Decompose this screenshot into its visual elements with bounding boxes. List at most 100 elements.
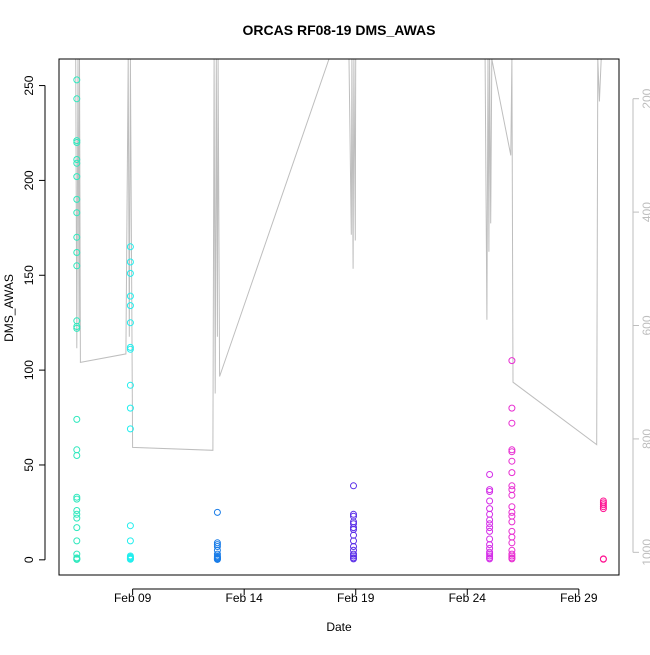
data-point-f0-20 (73, 507, 81, 514)
data-point-f5-15 (508, 533, 516, 541)
data-point-f5-14 (508, 527, 516, 535)
data-point-f0-2 (73, 137, 81, 145)
data-point-f1-1 (126, 258, 134, 266)
data-point-f2-3 (213, 543, 221, 550)
x-tick-label-2: Feb 19 (337, 591, 375, 605)
data-point-f5-19 (508, 552, 516, 560)
data-point-f4-15 (486, 552, 494, 560)
y2-tick-label-0: 200 (640, 88, 650, 108)
data-point-f5-9 (508, 491, 516, 499)
y-tick-label-3: 150 (22, 265, 36, 285)
data-point-f4-0 (486, 471, 494, 478)
y-tick-label-2: 100 (22, 360, 36, 380)
data-point-f1-3 (126, 292, 134, 300)
data-point-f5-4 (508, 448, 516, 456)
data-point-f5-2 (508, 419, 516, 427)
data-point-f4-2 (486, 488, 494, 495)
data-point-f4-17 (486, 555, 494, 563)
y-tick-label-4: 200 (22, 170, 36, 190)
data-point-f5-3 (508, 446, 516, 454)
data-point-f5-12 (508, 512, 516, 520)
data-point-f4-11 (486, 541, 494, 549)
data-point-f5-6 (508, 469, 516, 477)
data-point-f0-19 (73, 495, 81, 503)
data-point-f3-14 (350, 555, 357, 563)
data-point-f4-4 (486, 505, 494, 513)
data-point-f1-7 (126, 345, 134, 353)
data-point-f3-11 (350, 550, 357, 558)
data-point-f4-14 (486, 550, 494, 558)
data-point-f5-8 (508, 486, 516, 494)
x-tick-label-4: Feb 29 (560, 591, 598, 605)
data-point-f4-5 (486, 510, 494, 518)
axes-layer: Feb 09 Feb 14 Feb 19 Feb 24 Feb 29 0 50 100 150 2… (22, 58, 650, 605)
y-axis-label: DMS_AWAS (2, 274, 16, 342)
data-point-f0-24 (73, 537, 81, 545)
data-point-f6-6 (599, 555, 607, 563)
data-point-f5-16 (508, 539, 516, 547)
x-tick-label-3: Feb 24 (449, 591, 487, 605)
data-point-f1-2 (126, 269, 134, 277)
data-point-f6-3 (599, 503, 607, 511)
data-point-f0-14 (73, 324, 81, 332)
data-point-f0-18 (73, 493, 81, 501)
y2-tick-label-2: 600 (640, 315, 650, 335)
data-point-f0-13 (73, 323, 81, 330)
data-point-f1-12 (126, 537, 134, 545)
data-point-f0-22 (73, 514, 81, 522)
data-point-f5-1 (508, 404, 516, 412)
data-point-f0-16 (73, 446, 81, 454)
y2-tick-label-3: 800 (640, 429, 650, 449)
y2-tick-label-1: 400 (640, 202, 650, 222)
data-point-f3-9 (350, 543, 357, 550)
data-point-f0-1 (73, 95, 81, 103)
data-point-f1-4 (126, 302, 134, 310)
data-point-f5-0 (508, 357, 516, 365)
x-tick-label-0: Feb 09 (114, 591, 152, 605)
x-axis-label: Date (326, 620, 352, 634)
data-point-f1-11 (126, 522, 134, 530)
data-point-f5-13 (508, 518, 516, 526)
data-point-f0-10 (73, 249, 81, 256)
data-point-f5-21 (508, 555, 516, 563)
data-point-f1-6 (126, 343, 134, 351)
data-point-f0-5 (73, 159, 81, 167)
data-point-f5-18 (508, 550, 516, 558)
data-point-f5-5 (508, 457, 516, 465)
x-tick-label-1: Feb 14 (225, 591, 263, 605)
plot-frame (58, 58, 620, 576)
data-point-f1-5 (126, 319, 134, 327)
y2-tick-label-4: 1000 (640, 539, 650, 566)
data-point-f6-2 (599, 501, 607, 509)
data-point-f0-8 (73, 209, 81, 217)
data-point-f0-15 (73, 415, 81, 423)
data-point-f1-0 (126, 243, 134, 251)
data-point-f0-0 (73, 76, 81, 84)
data-point-f0-29 (73, 555, 81, 563)
data-point-f3-0 (350, 482, 357, 490)
data-point-f0-6 (73, 173, 81, 181)
y-tick-label-1: 50 (22, 458, 36, 472)
data-point-f5-11 (508, 508, 516, 516)
data-point-f0-25 (73, 550, 81, 558)
y-tick-label-5: 250 (22, 75, 36, 95)
data-point-f4-9 (486, 527, 494, 535)
data-point-f1-8 (126, 381, 134, 389)
data-point-f0-21 (73, 510, 81, 518)
data-point-f0-11 (73, 262, 81, 270)
data-point-f2-12 (213, 555, 221, 563)
y-tick-label-0: 0 (22, 556, 36, 563)
data-point-f3-7 (350, 531, 357, 539)
data-point-f1-18 (126, 555, 134, 563)
data-point-f2-0 (213, 508, 221, 516)
data-point-f4-7 (486, 520, 494, 528)
points-layer (73, 76, 607, 563)
data-point-f0-23 (73, 524, 81, 532)
data-point-f0-7 (73, 195, 81, 203)
data-point-f4-1 (486, 486, 494, 494)
data-point-f0-9 (73, 233, 81, 241)
data-point-f5-7 (508, 482, 516, 490)
data-point-f0-17 (73, 452, 81, 459)
data-point-f0-3 (73, 139, 81, 146)
